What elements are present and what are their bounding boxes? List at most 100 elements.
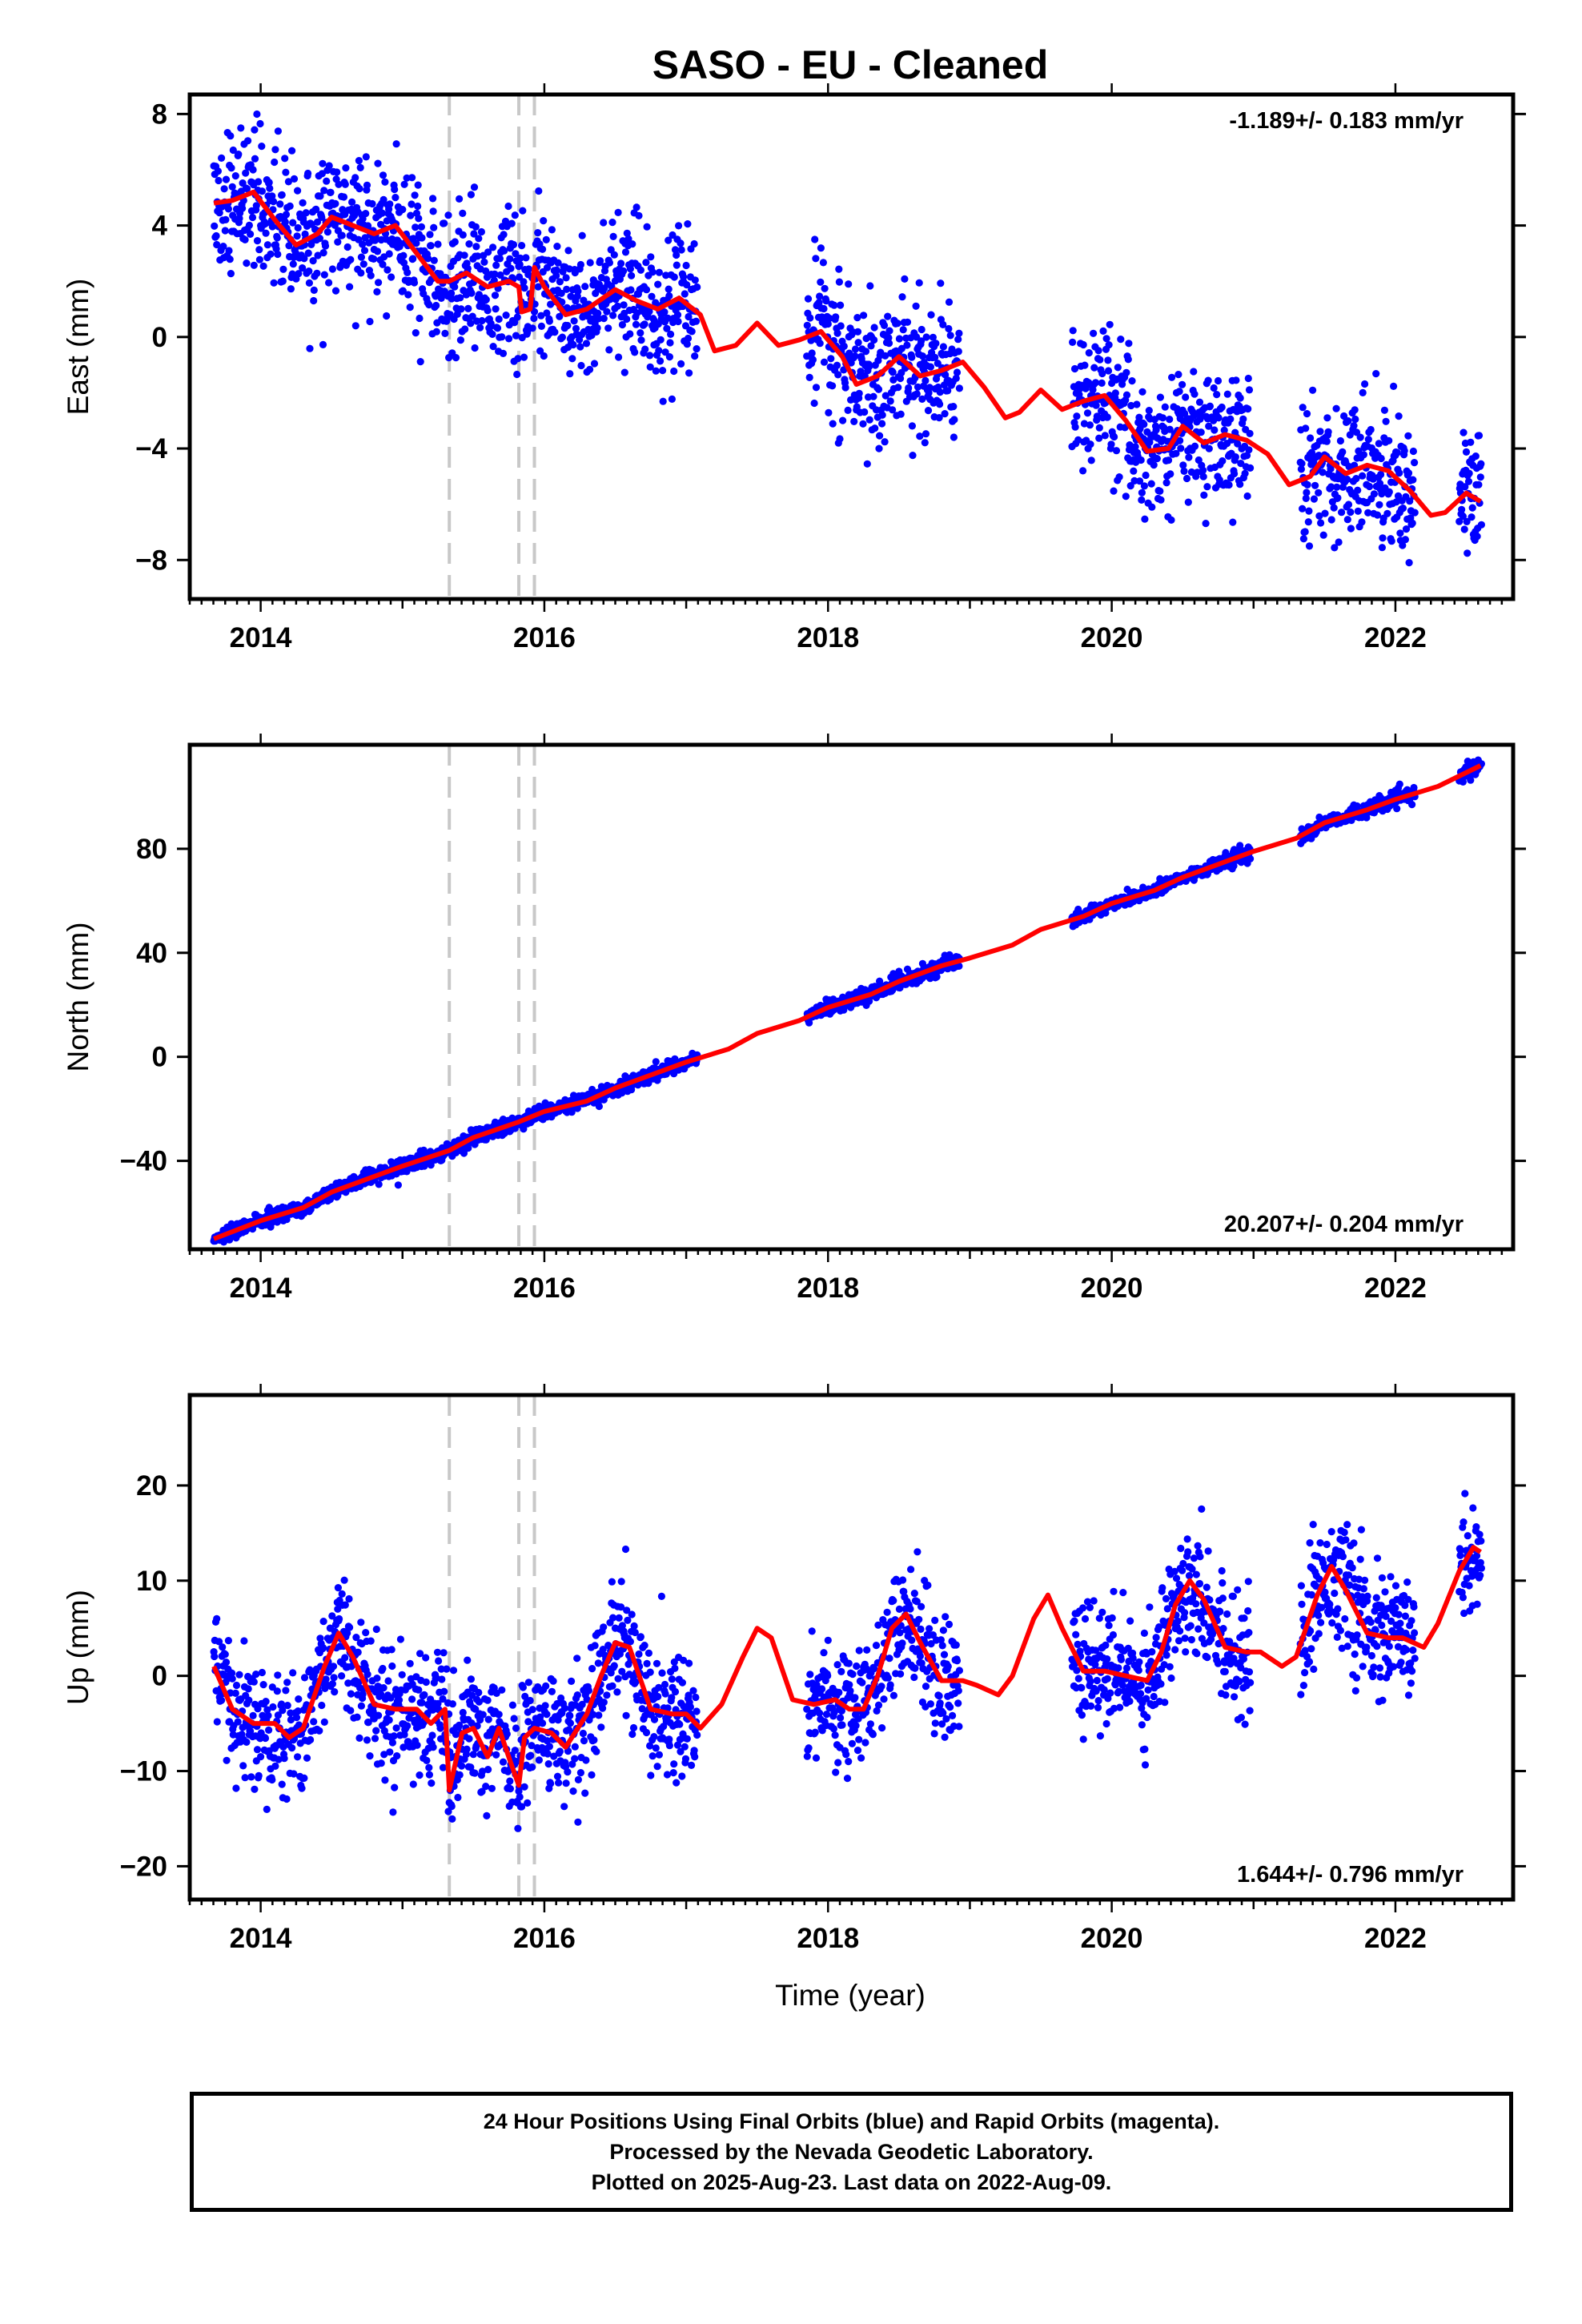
data-point xyxy=(829,420,837,428)
data-point xyxy=(825,408,833,416)
data-point xyxy=(367,1637,375,1645)
data-point xyxy=(615,353,623,361)
data-point xyxy=(665,292,673,300)
data-point xyxy=(853,403,861,411)
data-point xyxy=(539,245,547,253)
data-point xyxy=(839,416,847,424)
data-point xyxy=(483,1811,491,1819)
data-point xyxy=(504,202,512,211)
data-point xyxy=(425,1771,434,1779)
data-point xyxy=(945,324,953,333)
data-point xyxy=(821,284,829,292)
data-point xyxy=(224,1637,232,1645)
data-point xyxy=(1184,498,1192,506)
data-point xyxy=(1153,455,1161,463)
data-point xyxy=(310,286,318,294)
data-point xyxy=(1099,327,1107,335)
data-point xyxy=(503,1730,511,1738)
data-point xyxy=(427,242,435,250)
data-point xyxy=(1305,507,1313,515)
data-point xyxy=(310,1718,318,1726)
data-point xyxy=(1166,425,1174,433)
data-point xyxy=(1175,388,1183,396)
data-point xyxy=(271,146,279,154)
data-point xyxy=(398,1671,406,1679)
data-point xyxy=(253,1746,262,1754)
data-point xyxy=(1215,414,1223,422)
data-point xyxy=(820,358,829,366)
data-point xyxy=(274,1711,282,1719)
data-point xyxy=(1117,336,1125,344)
data-point xyxy=(265,1726,273,1734)
y-tick-label: 80 xyxy=(136,834,167,865)
data-point xyxy=(1110,432,1118,441)
data-point xyxy=(283,1795,291,1803)
data-point xyxy=(1237,460,1245,468)
data-point xyxy=(613,302,622,310)
data-point xyxy=(845,280,853,288)
data-point xyxy=(399,206,407,214)
data-point xyxy=(1393,448,1401,456)
y-tick-label: 0 xyxy=(152,1042,167,1073)
data-point xyxy=(310,296,318,305)
data-point xyxy=(378,209,386,217)
data-point xyxy=(669,231,677,239)
data-point xyxy=(1409,447,1417,456)
data-point xyxy=(271,1762,279,1770)
data-point xyxy=(227,164,235,172)
data-point xyxy=(484,248,492,256)
data-point xyxy=(312,205,320,213)
data-point xyxy=(482,1783,490,1791)
data-point xyxy=(656,357,665,365)
data-point xyxy=(287,285,295,293)
data-point xyxy=(383,266,391,274)
data-point xyxy=(438,1675,446,1683)
data-point xyxy=(411,191,419,199)
data-point xyxy=(830,301,838,309)
data-point xyxy=(286,202,294,210)
data-point xyxy=(889,406,897,414)
data-point xyxy=(392,1724,400,1732)
data-point xyxy=(222,215,230,223)
data-point xyxy=(626,265,635,273)
data-point xyxy=(282,1687,290,1695)
data-point xyxy=(932,340,940,348)
data-point xyxy=(1382,417,1390,425)
data-point xyxy=(211,1652,219,1661)
data-point xyxy=(668,395,677,403)
data-point xyxy=(319,1618,327,1626)
data-point xyxy=(428,1779,436,1787)
data-point xyxy=(1385,436,1393,444)
data-point xyxy=(294,223,302,232)
data-point xyxy=(406,304,414,312)
data-point xyxy=(357,269,365,277)
data-point xyxy=(432,328,440,336)
data-point xyxy=(1190,368,1198,376)
data-point xyxy=(392,140,400,148)
data-point xyxy=(1182,474,1191,483)
data-point xyxy=(861,348,870,356)
data-point xyxy=(239,1762,247,1770)
data-point xyxy=(610,251,618,259)
data-point xyxy=(1330,504,1338,512)
data-point xyxy=(519,1683,528,1691)
data-point xyxy=(1327,516,1335,524)
data-point xyxy=(518,1803,526,1811)
data-point xyxy=(304,249,312,257)
data-point xyxy=(417,223,426,231)
data-point xyxy=(425,300,433,309)
data-point xyxy=(1101,432,1109,440)
data-point xyxy=(1172,449,1180,457)
data-point xyxy=(1464,477,1473,485)
data-point xyxy=(1315,489,1323,497)
data-point xyxy=(563,285,571,293)
y-axis-label: East (mm) xyxy=(62,279,94,416)
data-point xyxy=(1377,470,1385,479)
data-point xyxy=(1383,509,1391,517)
data-point xyxy=(269,198,278,206)
data-point xyxy=(950,416,958,424)
data-point xyxy=(379,171,387,179)
data-point xyxy=(570,317,578,325)
